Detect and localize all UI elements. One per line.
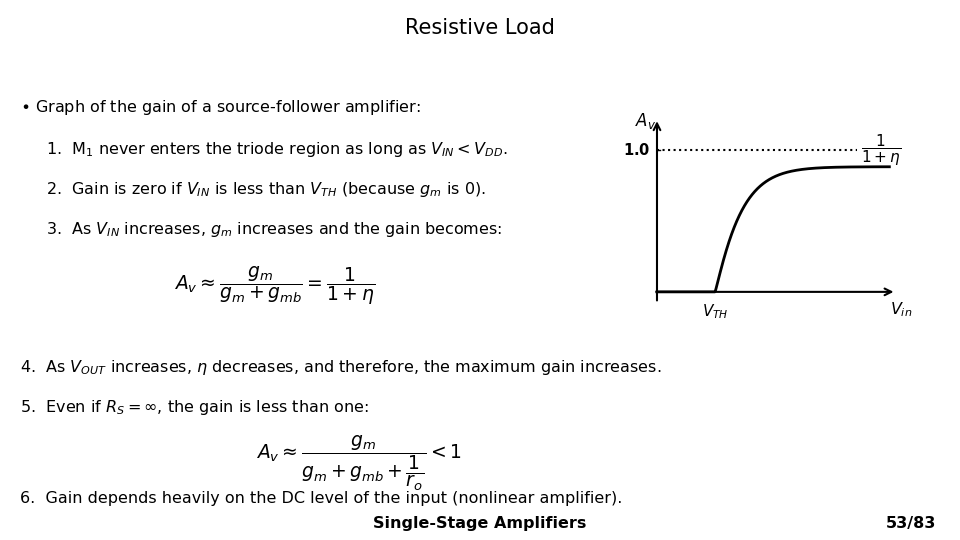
Text: $\bullet$ Graph of the gain of a source-follower amplifier:: $\bullet$ Graph of the gain of a source-…: [19, 98, 420, 117]
Text: $\mathbf{1.0}$: $\mathbf{1.0}$: [623, 141, 650, 158]
Text: 3.  As $V_\mathit{IN}$ increases, $g_m$ increases and the gain becomes:: 3. As $V_\mathit{IN}$ increases, $g_m$ i…: [46, 220, 502, 239]
Text: Resistive Load: Resistive Load: [405, 18, 555, 38]
Text: $V_\mathit{in}$: $V_\mathit{in}$: [890, 300, 912, 319]
Text: 6.  Gain depends heavily on the DC level of the input (nonlinear amplifier).: 6. Gain depends heavily on the DC level …: [19, 491, 622, 506]
Text: $V_\mathit{TH}$: $V_\mathit{TH}$: [702, 302, 729, 321]
Text: 1.  $\mathrm{M}_1$ never enters the triode region as long as $V_\mathit{IN}<V_\m: 1. $\mathrm{M}_1$ never enters the triod…: [46, 140, 507, 159]
Text: 5.  Even if $R_S{=}\infty$, the gain is less than one:: 5. Even if $R_S{=}\infty$, the gain is l…: [19, 399, 369, 417]
Text: Single-Stage Amplifiers: Single-Stage Amplifiers: [373, 516, 587, 531]
Text: 4.  As $V_\mathit{OUT}$ increases, $\eta$ decreases, and therefore, the maximum : 4. As $V_\mathit{OUT}$ increases, $\eta$…: [19, 359, 661, 377]
Text: $A_v$: $A_v$: [635, 111, 656, 131]
Text: 53/83: 53/83: [886, 516, 936, 531]
Text: 2.  Gain is zero if $V_\mathit{IN}$ is less than $V_\mathit{TH}$ (because $g_m$ : 2. Gain is zero if $V_\mathit{IN}$ is le…: [46, 180, 486, 199]
Text: $A_v \approx \dfrac{g_m}{g_m + g_{mb} + \dfrac{1}{r_o}} < 1$: $A_v \approx \dfrac{g_m}{g_m + g_{mb} + …: [256, 434, 462, 493]
Text: $A_v \approx \dfrac{g_m}{g_m + g_{mb}} = \dfrac{1}{1+\eta}$: $A_v \approx \dfrac{g_m}{g_m + g_{mb}} =…: [174, 264, 374, 307]
Text: $\dfrac{1}{1+\eta}$: $\dfrac{1}{1+\eta}$: [861, 132, 901, 167]
